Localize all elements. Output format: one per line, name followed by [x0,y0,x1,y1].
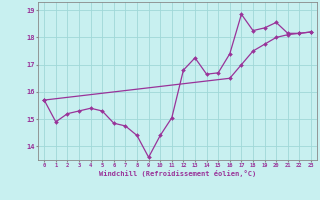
X-axis label: Windchill (Refroidissement éolien,°C): Windchill (Refroidissement éolien,°C) [99,170,256,177]
